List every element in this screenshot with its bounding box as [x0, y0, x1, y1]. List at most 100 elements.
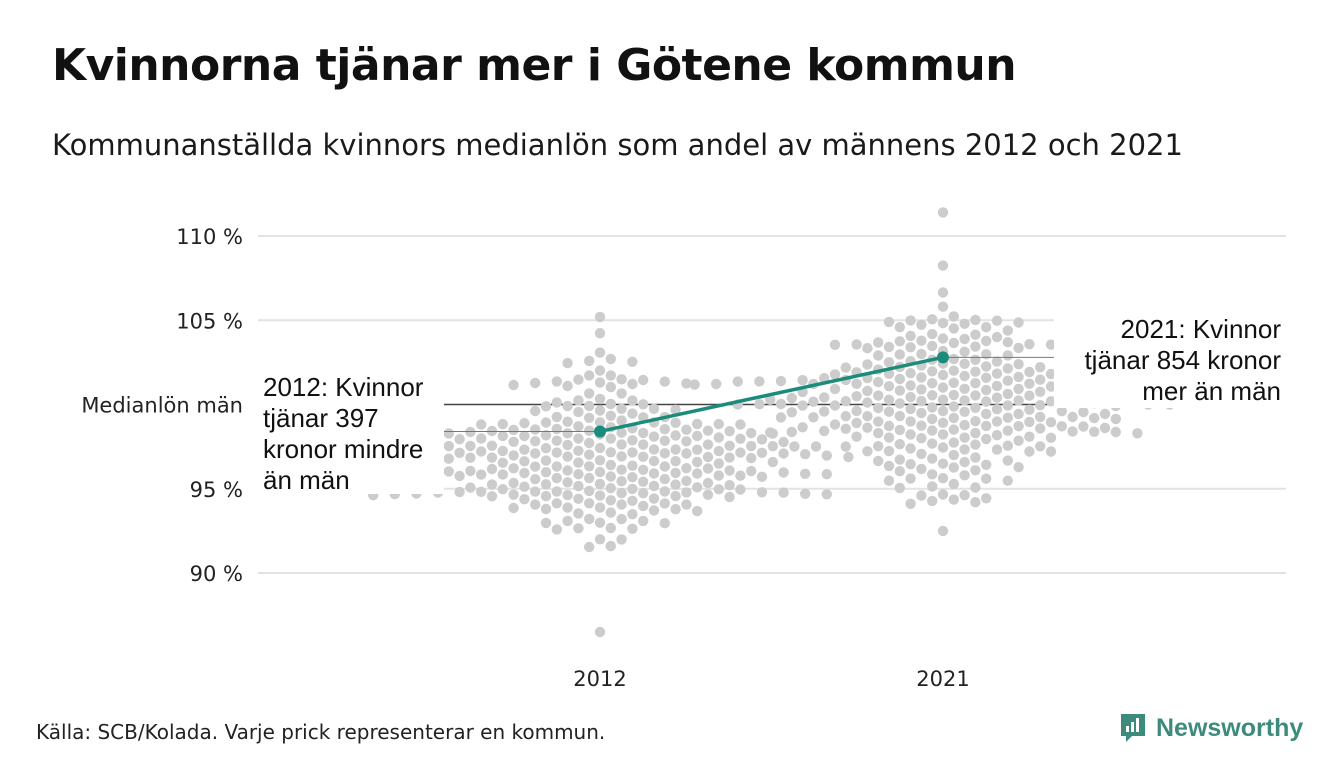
- municipality-dot: [605, 471, 616, 482]
- municipality-dot: [905, 342, 916, 353]
- municipality-dot: [1002, 412, 1013, 423]
- municipality-dot: [775, 412, 787, 423]
- municipality-dot: [519, 467, 530, 479]
- municipality-dot: [883, 420, 895, 432]
- municipality-dot: [905, 391, 916, 403]
- municipality-dot: [594, 466, 606, 478]
- municipality-dot: [948, 311, 959, 322]
- chart-title: Kvinnorna tjänar mer i Götene kommun: [52, 40, 1017, 91]
- municipality-dot: [540, 443, 552, 454]
- municipality-dot: [1013, 317, 1024, 328]
- municipality-dot: [821, 469, 832, 480]
- municipality-dot: [670, 479, 681, 490]
- municipality-dot: [605, 381, 616, 393]
- municipality-dot: [1013, 395, 1024, 406]
- highlight-line: [599, 355, 944, 434]
- municipality-dot: [681, 463, 692, 474]
- municipality-dot: [894, 466, 905, 477]
- municipality-dot: [756, 434, 768, 445]
- municipality-dot: [778, 436, 789, 448]
- municipality-dot: [905, 416, 916, 427]
- annotation-2021-line: 2021: Kvinnor: [1121, 314, 1282, 344]
- municipality-dot: [497, 457, 508, 468]
- newsworthy-logo-icon: [1121, 714, 1145, 742]
- municipality-dot: [670, 504, 681, 515]
- municipality-dot: [1024, 431, 1035, 442]
- municipality-dot: [584, 513, 595, 525]
- municipality-dot: [970, 341, 981, 352]
- municipality-dot: [851, 391, 862, 402]
- municipality-dot: [1067, 411, 1078, 423]
- municipality-dot: [551, 498, 562, 509]
- municipality-dot: [530, 486, 541, 497]
- municipality-dot: [1013, 435, 1024, 446]
- municipality-dot: [1013, 462, 1024, 473]
- municipality-dot: [927, 328, 938, 340]
- municipality-dot: [905, 403, 916, 415]
- municipality-dot: [562, 515, 573, 527]
- municipality-dot: [851, 378, 862, 389]
- municipality-dot: [638, 399, 649, 410]
- municipality-dot: [497, 418, 508, 430]
- municipality-dot: [840, 411, 851, 422]
- municipality-dot: [894, 322, 905, 333]
- municipality-dot: [970, 482, 981, 493]
- municipality-dot: [562, 477, 573, 488]
- municipality-dot: [959, 358, 970, 369]
- municipality-dot: [948, 437, 959, 448]
- municipality-dot: [1002, 388, 1013, 400]
- municipality-dot: [573, 374, 584, 385]
- municipality-dot: [616, 464, 627, 475]
- municipality-dot: [530, 499, 541, 510]
- municipality-dot: [594, 478, 606, 490]
- municipality-dot: [519, 481, 530, 492]
- municipality-dot: [981, 372, 992, 383]
- municipality-dot: [465, 482, 476, 493]
- municipality-dot: [1002, 400, 1013, 411]
- municipality-dot: [454, 486, 465, 498]
- municipality-dot: [754, 376, 765, 387]
- annotation-2021-background: [1054, 312, 1286, 408]
- municipality-dot: [840, 423, 851, 434]
- municipality-dot: [1002, 475, 1013, 486]
- municipality-dot: [894, 410, 905, 422]
- municipality-dot: [959, 346, 970, 357]
- municipality-dot: [616, 451, 627, 462]
- municipality-dot: [1002, 375, 1013, 386]
- municipality-dot: [476, 433, 487, 444]
- municipality-dot: [670, 490, 681, 502]
- municipality-dot: [692, 468, 703, 479]
- municipality-dot: [573, 395, 584, 406]
- municipality-dot: [584, 437, 595, 449]
- municipality-dot: [476, 419, 487, 430]
- municipality-dot: [616, 439, 627, 450]
- municipality-dot: [1078, 421, 1089, 432]
- municipality-dot: [594, 490, 606, 501]
- municipality-dot: [767, 441, 778, 452]
- municipality-dot: [659, 498, 670, 509]
- municipality-dot: [616, 534, 627, 545]
- municipality-dot: [605, 483, 616, 494]
- municipality-dot: [1099, 422, 1111, 434]
- municipality-dot: [519, 494, 530, 505]
- municipality-dot: [530, 448, 541, 459]
- municipality-dot: [970, 416, 981, 427]
- municipality-dot: [584, 449, 595, 460]
- municipality-dot: [746, 440, 757, 452]
- municipality-dot: [724, 480, 735, 491]
- municipality-dot: [873, 455, 884, 467]
- municipality-dot: [497, 469, 508, 480]
- municipality-dot: [970, 402, 981, 413]
- municipality-dot: [1013, 359, 1024, 370]
- municipality-dot: [862, 446, 873, 457]
- municipality-dot: [573, 493, 584, 504]
- municipality-dot: [594, 502, 606, 513]
- municipality-dot: [894, 398, 905, 409]
- municipality-dot: [948, 353, 959, 365]
- municipality-dot: [756, 471, 768, 482]
- municipality-dot: [873, 402, 884, 414]
- municipality-dot: [519, 444, 530, 455]
- municipality-dot: [959, 490, 970, 501]
- municipality-dot: [937, 382, 949, 393]
- municipality-dot: [916, 490, 927, 501]
